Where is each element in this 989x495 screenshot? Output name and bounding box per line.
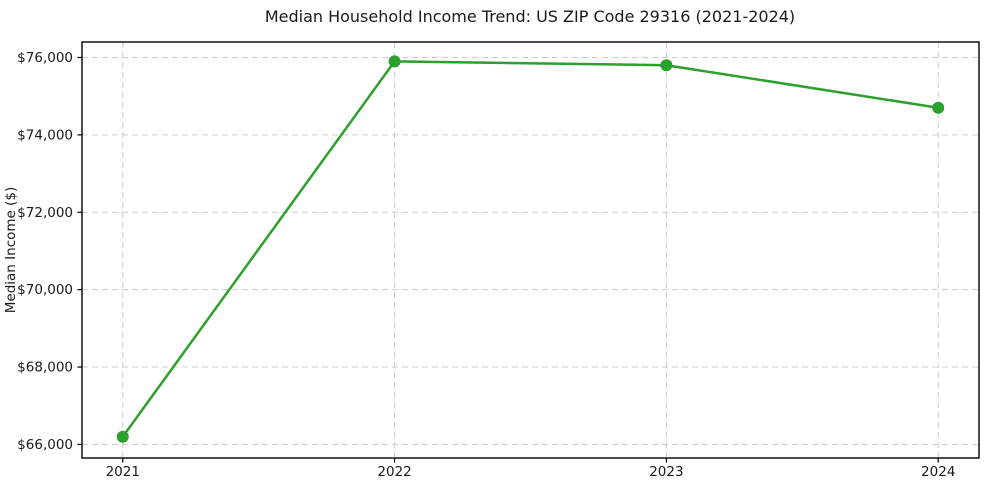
y-tick-label: $66,000 <box>17 437 73 453</box>
y-tick-label: $70,000 <box>17 282 73 298</box>
data-point-2023 <box>660 59 673 72</box>
x-tick-label: 2023 <box>649 464 683 480</box>
x-tick-label: 2021 <box>106 464 140 480</box>
y-tick-label: $68,000 <box>17 360 73 376</box>
chart-title: Median Household Income Trend: US ZIP Co… <box>265 7 795 26</box>
trend-line <box>121 60 940 438</box>
axis-layer: 2021 2022 2023 2024 $66,000 $68,000 $70,000 $72… <box>17 41 980 480</box>
y-axis-label: Median Income ($) <box>3 187 19 313</box>
x-tick-label: 2024 <box>921 464 955 480</box>
y-tick-label: $72,000 <box>17 205 73 221</box>
data-point-2024 <box>932 101 945 114</box>
plot-border <box>81 41 980 459</box>
data-point-2022 <box>388 55 401 68</box>
series-layer <box>116 55 945 443</box>
x-tick-label: 2022 <box>377 464 411 480</box>
y-tick-label: $76,000 <box>17 50 73 66</box>
y-tick-label: $74,000 <box>17 127 73 143</box>
grid-layer <box>82 42 979 458</box>
data-point-2021 <box>116 430 129 443</box>
